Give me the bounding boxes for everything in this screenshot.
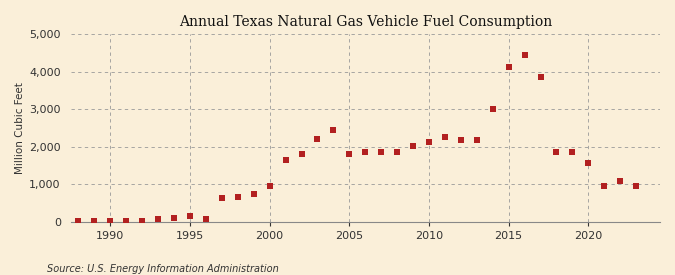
Y-axis label: Million Cubic Feet: Million Cubic Feet bbox=[15, 82, 25, 174]
Point bbox=[232, 194, 243, 199]
Point bbox=[137, 219, 148, 224]
Point bbox=[217, 196, 227, 200]
Point bbox=[265, 184, 275, 188]
Point bbox=[504, 65, 514, 70]
Point bbox=[392, 150, 402, 155]
Point bbox=[567, 149, 578, 154]
Point bbox=[583, 160, 594, 165]
Point bbox=[360, 149, 371, 154]
Point bbox=[439, 135, 450, 140]
Point bbox=[312, 137, 323, 141]
Point bbox=[535, 75, 546, 79]
Title: Annual Texas Natural Gas Vehicle Fuel Consumption: Annual Texas Natural Gas Vehicle Fuel Co… bbox=[179, 15, 552, 29]
Point bbox=[105, 219, 115, 223]
Point bbox=[424, 139, 435, 144]
Point bbox=[599, 184, 610, 188]
Point bbox=[200, 216, 211, 221]
Point bbox=[376, 149, 387, 154]
Point bbox=[630, 183, 641, 188]
Point bbox=[184, 214, 195, 219]
Point bbox=[169, 216, 180, 220]
Point bbox=[57, 219, 68, 224]
Point bbox=[328, 127, 339, 132]
Point bbox=[280, 158, 291, 162]
Point bbox=[487, 107, 498, 111]
Point bbox=[519, 53, 530, 57]
Point bbox=[456, 138, 466, 142]
Point bbox=[408, 144, 418, 148]
Point bbox=[248, 191, 259, 196]
Point bbox=[89, 219, 100, 224]
Point bbox=[551, 149, 562, 154]
Point bbox=[344, 151, 355, 156]
Point bbox=[73, 219, 84, 224]
Point bbox=[121, 219, 132, 224]
Point bbox=[296, 151, 307, 156]
Point bbox=[153, 216, 163, 221]
Text: Source: U.S. Energy Information Administration: Source: U.S. Energy Information Administ… bbox=[47, 264, 279, 274]
Point bbox=[615, 179, 626, 183]
Point bbox=[471, 138, 482, 142]
